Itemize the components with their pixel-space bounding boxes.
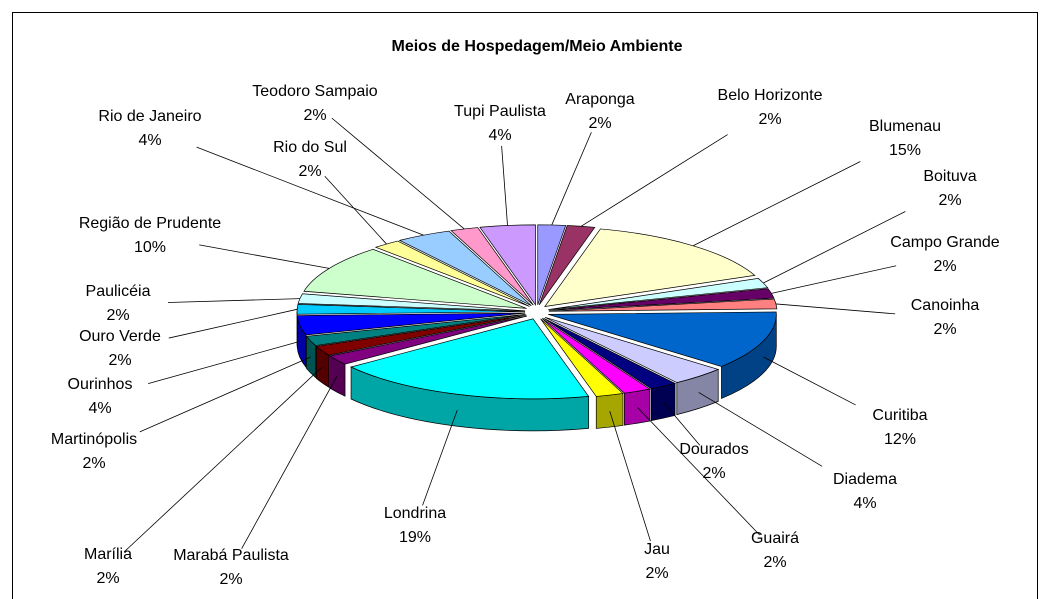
slice-value-label: 2%	[702, 465, 725, 482]
slice-label: Marília	[84, 546, 132, 563]
slice	[541, 318, 651, 394]
slice-label: Ourinhos	[68, 376, 133, 393]
slice-value-label: 2%	[106, 307, 129, 324]
slice	[479, 224, 536, 306]
slice	[350, 318, 590, 400]
slice-side	[624, 388, 651, 426]
slice	[544, 316, 720, 383]
slice-value-label: 2%	[758, 111, 781, 128]
leader-line	[637, 406, 761, 536]
slice-label: Jau	[644, 541, 670, 558]
leader-line	[168, 308, 298, 339]
leader-line	[698, 392, 823, 467]
leader-line	[167, 298, 300, 303]
leader-line	[692, 161, 861, 247]
slice	[328, 315, 528, 365]
slice-label: Marabá Paulista	[173, 547, 289, 564]
slice-value-label: 2%	[108, 352, 131, 369]
slice-value-label: 2%	[298, 163, 321, 180]
slice-label: Araponga	[565, 91, 634, 108]
slice-label: Diadema	[833, 471, 897, 488]
labels: Araponga 2% Belo Horizonte 2% Blumenau 15%Boi…	[51, 83, 1000, 588]
slice-value-label: 2%	[938, 192, 961, 209]
slice-label: Boituva	[923, 168, 976, 185]
slice	[548, 278, 769, 310]
slice	[398, 230, 532, 306]
leader-line	[763, 211, 906, 284]
slice-value-label: 2%	[645, 565, 668, 582]
slice-value-label: 15%	[889, 142, 921, 159]
leader-line	[580, 134, 728, 227]
leader-line	[331, 117, 465, 230]
slice-value-label: 2%	[933, 258, 956, 275]
leader-line	[609, 410, 651, 542]
leader-line	[139, 356, 311, 433]
slice-label: Região de Prudente	[79, 215, 221, 232]
slice-side	[595, 393, 624, 429]
slice	[548, 288, 775, 311]
slice	[537, 224, 567, 305]
slice-value-label: 2%	[219, 571, 242, 588]
leader-line	[771, 265, 897, 294]
slice-label: Ouro Verde	[79, 328, 161, 345]
leader-line	[196, 146, 424, 236]
slice-value-label: 12%	[884, 431, 916, 448]
slice-value-label: 4%	[853, 495, 876, 512]
slice	[544, 228, 756, 307]
slice-side	[650, 382, 676, 422]
slice-value-label: 2%	[588, 115, 611, 132]
slice-value-label: 2%	[933, 321, 956, 338]
slice-label: Rio de Janeiro	[98, 108, 201, 125]
slice-label: Paulicéia	[86, 283, 151, 300]
slice-value-label: 4%	[88, 400, 111, 417]
leader-line	[422, 410, 458, 506]
pie	[296, 224, 778, 432]
slice	[540, 318, 624, 397]
slice-label: Curitiba	[872, 407, 927, 424]
slice	[548, 311, 777, 367]
chart-frame	[12, 12, 1038, 599]
leader-line	[123, 366, 323, 553]
slice-value-label: 4%	[488, 127, 511, 144]
slice	[305, 314, 526, 346]
slice-label: Canoinha	[911, 297, 980, 314]
slice	[543, 317, 677, 389]
leader-line	[551, 132, 592, 226]
leader-line	[501, 145, 508, 226]
slice	[296, 312, 526, 336]
chart-title: Meios de Hospedagem/Meio Ambiente	[391, 38, 682, 55]
leader-line	[199, 244, 330, 269]
slice-label: Rio do Sul	[273, 139, 347, 156]
slice-value-label: 2%	[82, 455, 105, 472]
slice-label: Tupi Paulista	[454, 103, 546, 120]
slice-label: Dourados	[679, 441, 748, 458]
slice-value-label: 2%	[303, 107, 326, 124]
slice-label: Londrina	[384, 505, 446, 522]
slice-value-label: 10%	[134, 239, 166, 256]
slice	[297, 293, 526, 312]
leader-line	[241, 375, 338, 549]
slice-label: Campo Grande	[890, 234, 999, 251]
slice-label: Guairá	[751, 530, 799, 547]
slice	[450, 227, 534, 306]
slice-label: Blumenau	[869, 118, 941, 135]
slice-value-label: 4%	[138, 132, 161, 149]
slice-label: Martinópolis	[51, 431, 137, 448]
slice-label: Belo Horizonte	[718, 87, 823, 104]
leader-line	[148, 340, 300, 384]
leader-line	[663, 401, 701, 446]
slice-label: Teodoro Sampaio	[252, 83, 378, 100]
slice-value-label: 19%	[399, 529, 431, 546]
leader-line	[775, 303, 896, 315]
slice-value-label: 2%	[763, 554, 786, 571]
leader-line	[324, 175, 387, 245]
leader-line	[763, 356, 856, 406]
slice	[538, 225, 596, 306]
slice	[315, 314, 527, 356]
slice-value-label: 2%	[96, 570, 119, 587]
